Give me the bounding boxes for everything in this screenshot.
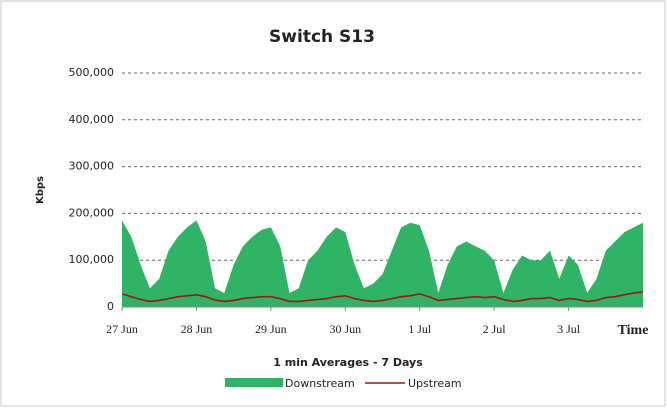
y-axis-title: Kbps (35, 176, 46, 204)
x-axis-title: 1 min Averages - 7 Days (273, 356, 423, 369)
y-tick-label: 300,000 (69, 160, 115, 173)
chart-title: Switch S13 (269, 27, 375, 47)
y-tick-label: 0 (107, 300, 114, 313)
x-tick-label: 1 Jul (408, 322, 432, 336)
legend-swatch (225, 378, 283, 387)
line (121, 291, 644, 303)
x-tick-label: 3 Jul (557, 322, 581, 336)
x-tick-label: 2 Jul (483, 322, 507, 336)
y-tick-label: 200,000 (69, 206, 115, 219)
y-tick-label: 400,000 (69, 113, 115, 126)
x-tick-label: 29 Jun (255, 322, 287, 336)
y-tick-label: 500,000 (69, 66, 115, 79)
x-tick-label: 30 Jun (329, 322, 361, 336)
x-tick-label: 27 Jun (106, 322, 138, 336)
legend-label: Downstream (285, 377, 355, 390)
area (122, 220, 643, 307)
x-tick-label: 28 Jun (181, 322, 213, 336)
y-tick-label: 100,000 (69, 253, 115, 266)
legend-label: Upstream (408, 377, 462, 390)
x-axis-unit: Time (618, 323, 649, 338)
